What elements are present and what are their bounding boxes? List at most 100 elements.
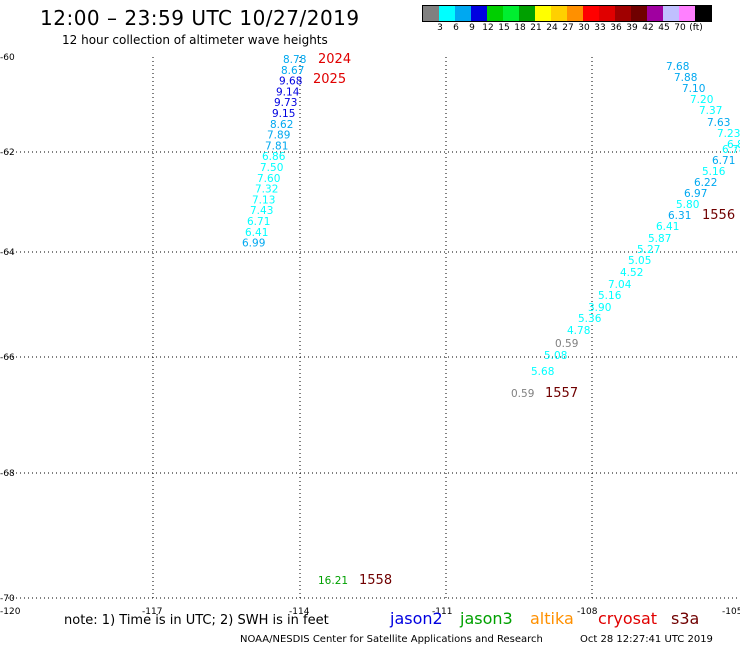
wave-height-value: 5.68 (531, 366, 554, 378)
wave-height-value: 7.89 (267, 130, 290, 142)
legend-label: 24 (546, 23, 558, 33)
wave-height-value: 7.10 (682, 83, 705, 95)
wave-height-value: 9.68 (279, 76, 302, 88)
legend-label: 70 (674, 23, 686, 33)
wave-height-value: 7.23 (717, 128, 740, 140)
legend-label: 36 (610, 23, 622, 33)
wave-height-value: 9.15 (272, 108, 295, 120)
color-legend: 3 6 9 12 15 18 21 24 27 30 33 36 39 42 45 70 (ft) (422, 5, 712, 36)
wave-height-value: 6.86 (262, 151, 286, 163)
wave-height-value: 0.59 (555, 338, 578, 350)
wave-height-value: 9.73 (274, 97, 297, 109)
legend-swatch (695, 6, 711, 21)
satellite-name-jason3: jason3 (460, 609, 513, 628)
footer-credit: NOAA/NESDIS Center for Satellite Applica… (240, 634, 543, 645)
wave-height-value: 5.16 (702, 166, 726, 178)
altimeter-tracks: 8.788.679.689.149.739.158.627.897.816.86… (242, 54, 740, 587)
x-tick-label: -114 (289, 607, 310, 617)
y-tick-label: -68 (0, 469, 15, 479)
footer-note: note: 1) Time is in UTC; 2) SWH is in fe… (64, 613, 329, 628)
wave-height-value: 6.97 (684, 188, 707, 200)
wave-height-value: 4.52 (620, 267, 643, 279)
footer-timestamp: Oct 28 12:27:41 UTC 2019 (580, 634, 713, 645)
legend-label: 33 (594, 23, 606, 33)
pass-time-label: 1556 (702, 208, 735, 223)
legend-swatch (599, 6, 615, 21)
legend-swatch (631, 6, 647, 21)
satellite-name-jason2: jason2 (390, 609, 443, 628)
wave-height-value: 7.63 (707, 117, 730, 129)
wave-height-value: 5.87 (648, 233, 671, 245)
wave-height-value: 6.41 (656, 221, 679, 233)
wave-height-value: 16.21 (318, 575, 348, 587)
y-tick-label: -70 (0, 594, 15, 604)
wave-height-value: 7.32 (255, 184, 278, 196)
legend-label: 3 (437, 23, 443, 33)
wave-height-value: 8.78 (283, 54, 306, 66)
wave-height-value: 7.68 (666, 61, 689, 73)
wave-height-value: 6.78 (722, 144, 740, 156)
legend-label: 45 (658, 23, 670, 33)
y-tick-label: -64 (0, 248, 15, 258)
legend-swatch (471, 6, 487, 21)
legend-label: 21 (530, 23, 542, 33)
wave-height-value: 6.22 (694, 177, 717, 189)
pass-time-labels: 2024 2025 1556 1557 1558 (313, 52, 735, 588)
wave-height-value: 3.90 (588, 302, 611, 314)
x-tick-label: -111 (432, 607, 452, 617)
wave-height-value: 6.71 (712, 155, 735, 167)
wave-height-value: 8.62 (270, 119, 293, 131)
legend-label: 39 (626, 23, 638, 33)
map-tick-labels: -120 -117 -114 -111 -108 -105 -60 -62 -64 -66 -68 -… (0, 53, 740, 617)
legend-swatch (615, 6, 631, 21)
legend-swatch (503, 6, 519, 21)
legend-labels: 3 6 9 12 15 18 21 24 27 30 33 36 39 42 45 70 (ft) (422, 22, 712, 36)
wave-height-value: 8.67 (281, 65, 304, 77)
y-tick-label: -66 (0, 353, 15, 363)
legend-label: 6 (453, 23, 459, 33)
wave-height-value: 7.60 (257, 173, 280, 185)
wave-height-value: 7.43 (250, 205, 273, 217)
legend-swatch (551, 6, 567, 21)
legend-label: (ft) (689, 23, 703, 33)
wave-height-value: 5.08 (544, 350, 567, 362)
wave-height-value: 7.04 (608, 279, 632, 291)
wave-height-value: 7.81 (265, 140, 288, 152)
satellite-name-s3a: s3a (671, 609, 700, 628)
x-tick-label: -108 (577, 607, 598, 617)
page-title: 12:00 – 23:59 UTC 10/27/2019 (40, 6, 360, 30)
wave-height-value: 5.36 (578, 313, 602, 325)
x-tick-label: -105 (722, 607, 740, 617)
x-tick-label: -117 (142, 607, 162, 617)
wave-height-value: 5.05 (628, 255, 651, 267)
legend-label: 30 (578, 23, 590, 33)
wave-height-value: 5.16 (598, 290, 622, 302)
wave-height-value: 6.41 (245, 227, 268, 239)
page-subtitle: 12 hour collection of altimeter wave hei… (62, 33, 328, 47)
wave-height-value: 9.14 (276, 86, 300, 98)
legend-swatch (583, 6, 599, 21)
wave-height-value: 4.78 (567, 325, 590, 337)
legend-label: 9 (469, 23, 475, 33)
legend-label: 18 (514, 23, 526, 33)
legend-label: 12 (482, 23, 494, 33)
pass-time-label: 1558 (359, 573, 392, 588)
legend-swatch (679, 6, 695, 21)
wave-height-value: 7.13 (252, 194, 275, 206)
wave-height-value: 6.71 (247, 216, 270, 228)
legend-swatch (455, 6, 471, 21)
pass-time-label: 1557 (545, 386, 578, 401)
legend-swatch (423, 6, 439, 21)
wave-height-value: 0.59 (511, 388, 534, 400)
legend-swatch (647, 6, 663, 21)
legend-label: 15 (498, 23, 510, 33)
wave-height-value: 7.20 (690, 94, 713, 106)
map-grid (8, 57, 738, 599)
wave-height-value: 5.27 (637, 244, 660, 256)
pass-time-label: 2025 (313, 72, 346, 87)
legend-swatch (663, 6, 679, 21)
legend-swatch (567, 6, 583, 21)
satellite-name-altika: altika (530, 609, 574, 628)
legend-swatch (535, 6, 551, 21)
